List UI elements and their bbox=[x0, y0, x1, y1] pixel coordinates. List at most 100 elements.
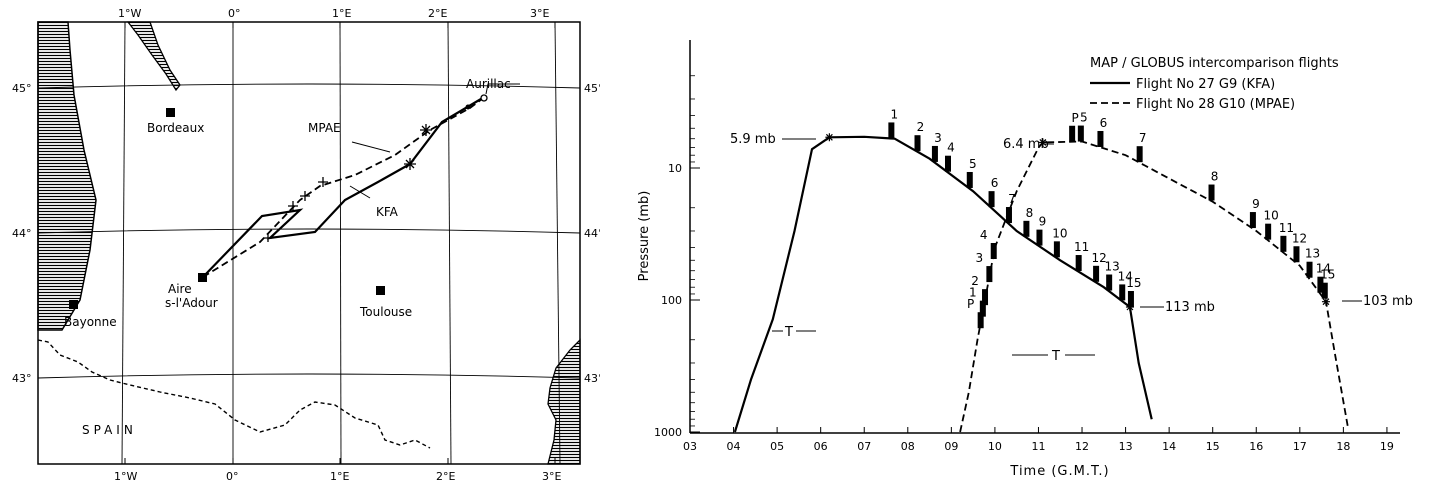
lat-label-right: 43° bbox=[584, 372, 600, 385]
lat-label-left: 44° bbox=[12, 227, 32, 240]
sample-marker bbox=[979, 300, 986, 317]
x-tick-label: 19 bbox=[1380, 440, 1394, 453]
sample-marker bbox=[977, 312, 984, 329]
graticule bbox=[37, 21, 581, 465]
sample-label: P bbox=[1072, 111, 1079, 125]
lat-label-right: 45° bbox=[584, 82, 600, 95]
series-line-mpae bbox=[959, 140, 1349, 433]
sample-marker bbox=[966, 171, 973, 188]
x-tick-label: 07 bbox=[857, 440, 871, 453]
track-label-mpae: MPAE bbox=[308, 121, 341, 135]
annotation-mpae-end: 103 mb bbox=[1363, 294, 1413, 309]
annotation-mpae-T: T bbox=[1051, 349, 1060, 364]
sample-marker bbox=[1280, 235, 1287, 252]
sample-label: 5 bbox=[969, 157, 977, 171]
country-spain: SPAIN bbox=[82, 423, 137, 437]
sample-marker bbox=[1208, 184, 1215, 201]
lon-label-top: 2°E bbox=[428, 7, 447, 20]
sample-label: 3 bbox=[934, 131, 942, 145]
sample-marker bbox=[1077, 125, 1084, 142]
lon-label-top: 3°E bbox=[530, 7, 549, 20]
mpae-track bbox=[202, 95, 487, 278]
y-tick-label: 100 bbox=[661, 294, 682, 307]
x-tick-label: 17 bbox=[1293, 440, 1307, 453]
sample-label: 2 bbox=[917, 120, 925, 134]
sample-label: 14 bbox=[1118, 269, 1133, 283]
y-tick-label: 10 bbox=[668, 162, 682, 175]
sample-marker bbox=[1119, 284, 1126, 301]
town-markers bbox=[69, 108, 385, 309]
y-axis-label: Pressure (mb) bbox=[637, 191, 652, 282]
sample-label: 11 bbox=[1279, 221, 1294, 235]
lat-labels-right: 45° 44° 43° bbox=[584, 82, 600, 385]
sample-marker bbox=[990, 243, 997, 260]
sample-marker bbox=[1093, 265, 1100, 282]
y-tick-label: 1000 bbox=[654, 426, 682, 439]
sample-marker bbox=[888, 122, 895, 139]
lon-label-bottom: 1°W bbox=[114, 470, 137, 483]
x-tick-label: 18 bbox=[1336, 440, 1350, 453]
atlantic-coast bbox=[37, 21, 97, 331]
sample-marker bbox=[914, 135, 921, 152]
sample-label: 4 bbox=[947, 141, 955, 155]
lon-labels-top: 1°W 0° 1°E 2°E 3°E bbox=[118, 7, 549, 20]
kfa-track bbox=[202, 95, 487, 278]
sample-marker bbox=[944, 155, 951, 172]
sample-label: 15 bbox=[1320, 268, 1335, 282]
sample-label: 3 bbox=[976, 251, 984, 265]
track-endpoint-dot bbox=[465, 104, 471, 110]
x-tick-label: 16 bbox=[1249, 440, 1263, 453]
sample-marker bbox=[988, 191, 995, 208]
chart-title: MAP / GLOBUS intercomparison flights bbox=[1090, 56, 1339, 71]
x-tick-label: 13 bbox=[1119, 440, 1133, 453]
sample-marker bbox=[1293, 246, 1300, 263]
sample-label: 15 bbox=[1126, 276, 1141, 290]
x-tick-label: 08 bbox=[901, 440, 915, 453]
place-aire: Aire bbox=[168, 282, 192, 296]
sample-marker bbox=[1036, 229, 1043, 246]
sample-marker bbox=[1097, 130, 1104, 147]
aurillac-marker bbox=[480, 94, 488, 102]
sample-label: 9 bbox=[1252, 197, 1260, 211]
sample-marker bbox=[1136, 146, 1143, 163]
lon-label-top: 1°E bbox=[332, 7, 351, 20]
lon-labels-bottom: 1°W 0° 1°E 2°E 3°E bbox=[114, 470, 561, 483]
sample-label: 4 bbox=[980, 228, 988, 242]
mediterranean-coast bbox=[547, 338, 581, 465]
place-toulouse: Toulouse bbox=[359, 305, 412, 319]
track-label-kfa: KFA bbox=[376, 205, 399, 219]
sample-label: 1 bbox=[969, 286, 977, 300]
sample-marker bbox=[1321, 282, 1328, 299]
lat-labels-left: 45° 44° 43° bbox=[12, 82, 32, 385]
place-bordeaux: Bordeaux bbox=[147, 121, 204, 135]
sample-label: 6 bbox=[991, 176, 999, 190]
mpae-top-marker bbox=[1038, 138, 1047, 147]
sample-label: 7 bbox=[1008, 192, 1016, 206]
flight-track-map: 1°W 0° 1°E 2°E 3°E 1°W 0° 1°E 2°E 3°E 45… bbox=[12, 7, 600, 483]
x-tick-label: 12 bbox=[1075, 440, 1089, 453]
kfa-end-marker bbox=[1125, 303, 1134, 312]
x-tick-label: 14 bbox=[1162, 440, 1176, 453]
sample-label: 7 bbox=[1139, 131, 1147, 145]
sample-label: 9 bbox=[1039, 215, 1047, 229]
sample-marker bbox=[1023, 220, 1030, 237]
y-ticks: 10 100 1000 bbox=[654, 75, 700, 439]
track-markers bbox=[264, 124, 432, 242]
annotation-kfa-T: T bbox=[784, 325, 793, 340]
sample-marker bbox=[1075, 255, 1082, 272]
sample-label: 12 bbox=[1292, 231, 1307, 245]
x-tick-label: 09 bbox=[944, 440, 958, 453]
sample-label: P bbox=[967, 297, 974, 311]
lat-label-left: 43° bbox=[12, 372, 32, 385]
sample-label: 5 bbox=[1080, 111, 1088, 125]
sample-label: 2 bbox=[971, 274, 979, 288]
pressure-time-chart: 03 04 05 06 07 08 09 10 11 12 13 14 15 16 17 18 19 10100… bbox=[637, 40, 1413, 479]
x-tick-label: 10 bbox=[988, 440, 1002, 453]
lat-label-right: 44° bbox=[584, 227, 600, 240]
sample-marker bbox=[1265, 223, 1272, 240]
gironde-estuary bbox=[126, 21, 181, 92]
lon-label-bottom: 0° bbox=[226, 470, 239, 483]
sample-label: 6 bbox=[1100, 116, 1108, 130]
sample-label: 13 bbox=[1305, 247, 1320, 261]
